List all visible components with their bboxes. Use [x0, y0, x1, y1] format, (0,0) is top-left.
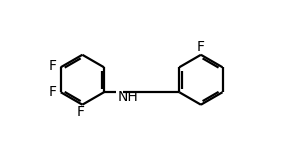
- Text: F: F: [49, 59, 57, 73]
- Text: F: F: [48, 85, 56, 99]
- Text: NH: NH: [118, 90, 138, 104]
- Text: F: F: [197, 40, 205, 54]
- Text: F: F: [77, 105, 85, 119]
